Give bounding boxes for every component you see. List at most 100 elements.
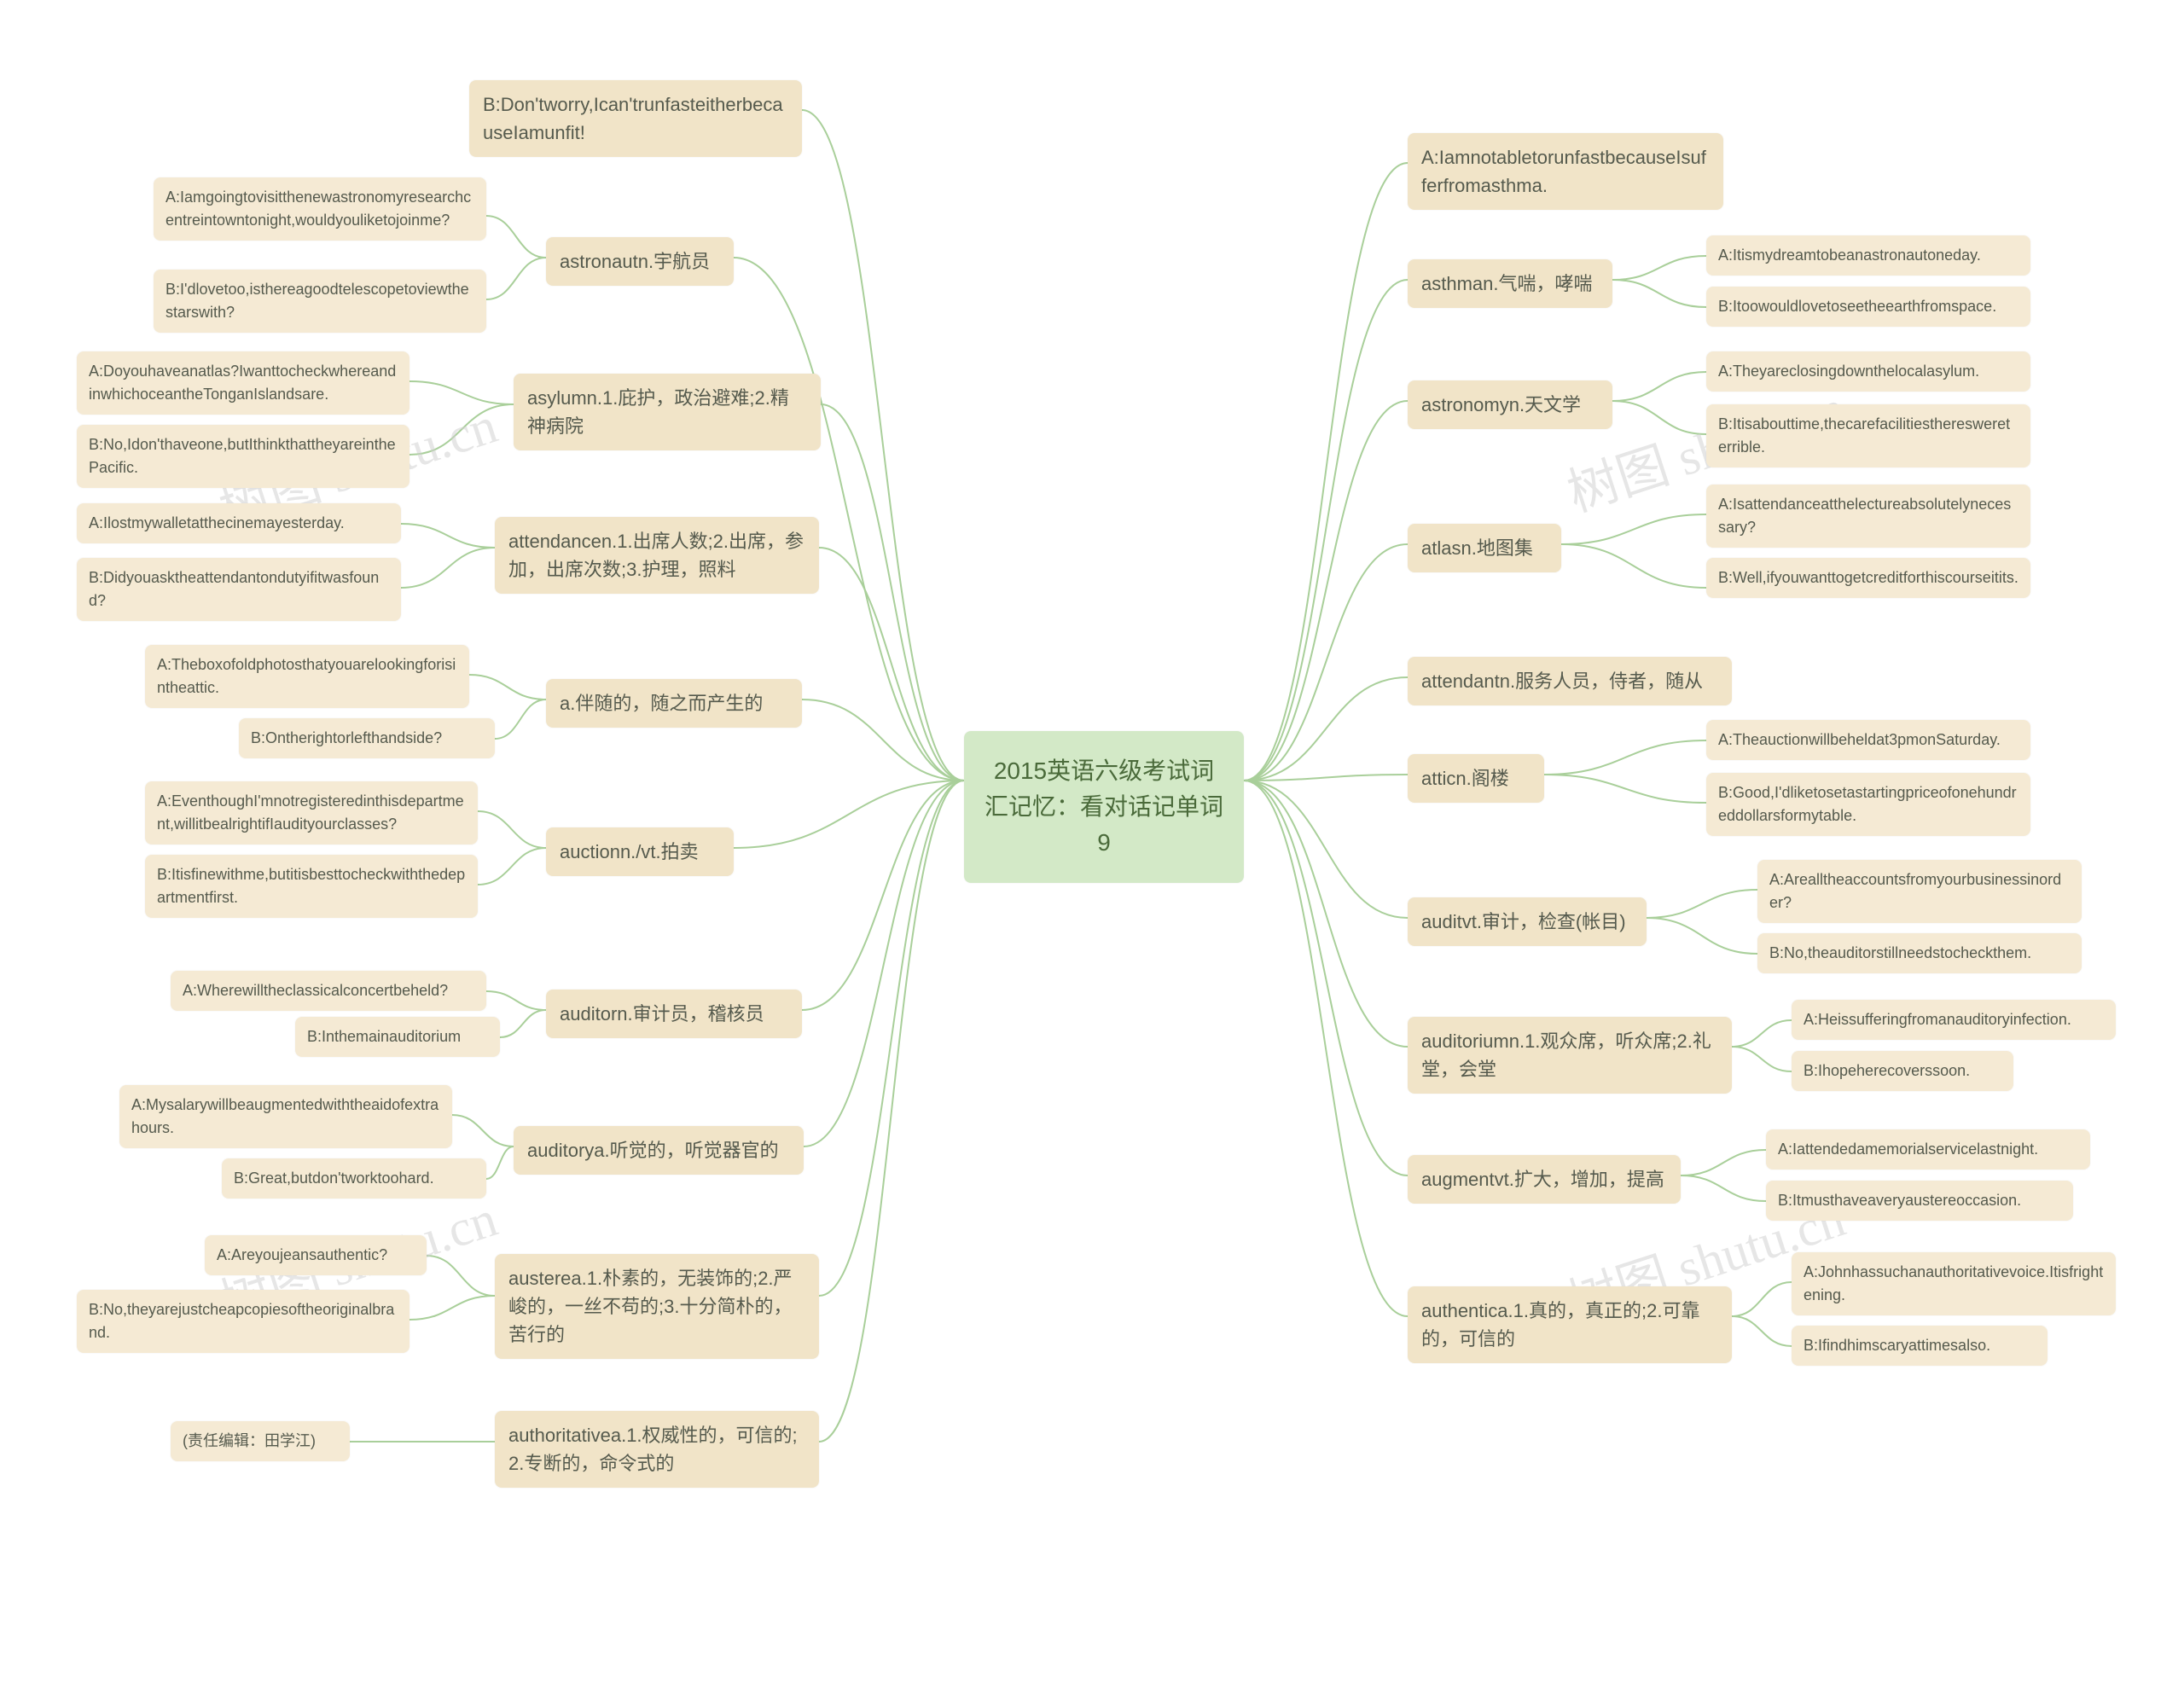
edge <box>1612 280 1706 307</box>
edge <box>1732 1020 1792 1047</box>
leaf-node: A:Areyoujeansauthentic? <box>205 1235 427 1275</box>
edge <box>1244 781 1408 1175</box>
edge <box>410 1296 495 1320</box>
leaf-node: A:Johnhassuchanauthoritativevoice.Itisfr… <box>1792 1252 2116 1315</box>
branch-node: astronautn.宇航员 <box>546 237 734 286</box>
edge <box>1732 1316 1792 1346</box>
leaf-node: B:Itisabouttime,thecarefacilitiestheresw… <box>1706 404 2030 467</box>
leaf-node: A:Isattendanceatthelectureabsolutelynece… <box>1706 485 2030 548</box>
edge <box>1544 740 1706 775</box>
edge <box>1244 163 1408 781</box>
leaf-node: B:I'dlovetoo,isthereagoodtelescopetoview… <box>154 270 486 333</box>
edge <box>819 781 964 1296</box>
branch-node: a.伴随的，随之而产生的 <box>546 679 802 728</box>
leaf-node: B:Ifindhimscaryattimesalso. <box>1792 1326 2048 1366</box>
edge <box>802 699 964 781</box>
leaf-node: B:No,theauditorstillneedstocheckthem. <box>1757 933 2082 973</box>
leaf-node: A:Iattendedamemorialservicelastnight. <box>1766 1129 2090 1170</box>
edge <box>410 404 514 455</box>
branch-node: attendancen.1.出席人数;2.出席，参加，出席次数;3.护理，照料 <box>495 517 819 594</box>
leaf-node: A:Arealltheaccountsfromyourbusinessinord… <box>1757 860 2082 923</box>
edge <box>819 781 964 1442</box>
leaf-node: A:Doyouhaveanatlas?Iwanttocheckwhereandi… <box>77 351 410 415</box>
edge <box>1244 544 1408 781</box>
edge <box>802 781 964 1010</box>
branch-node: austerea.1.朴素的，无装饰的;2.严峻的，一丝不苟的;3.十分简朴的，… <box>495 1254 819 1359</box>
leaf-node: B:Good,I'dliketosetastartingpriceofonehu… <box>1706 773 2030 836</box>
leaf-node: A:Mysalarywillbeaugmentedwiththeaidofext… <box>119 1085 452 1148</box>
edge <box>1544 775 1706 803</box>
branch-node: auctionn./vt.拍卖 <box>546 827 734 876</box>
edge <box>401 548 495 588</box>
edge <box>401 524 495 548</box>
edge <box>452 1115 514 1146</box>
branch-node: A:IamnotabletorunfastbecauseIsufferfroma… <box>1408 133 1723 210</box>
edge <box>1732 1047 1792 1071</box>
leaf-node: A:Heissufferingfromanauditoryinfection. <box>1792 1000 2116 1040</box>
branch-node: atticn.阁楼 <box>1408 754 1544 803</box>
edge <box>1244 401 1408 781</box>
branch-node: authentica.1.真的，真正的;2.可靠的，可信的 <box>1408 1286 1732 1363</box>
branch-node: authoritativea.1.权威性的，可信的;2.专断的，命令式的 <box>495 1411 819 1488</box>
edge <box>1244 677 1408 781</box>
leaf-node: B:No,theyarejustcheapcopiesoftheoriginal… <box>77 1290 410 1353</box>
edge <box>486 258 546 299</box>
branch-node: asthman.气喘，哮喘 <box>1408 259 1612 308</box>
mindmap-canvas: 树图 shutu.cn树图 shutu.cn树图 shutu.cn树图 shut… <box>0 0 2184 1695</box>
edge <box>821 404 964 781</box>
branch-node: auditorn.审计员，稽核员 <box>546 990 802 1038</box>
leaf-node: A:Theauctionwillbeheldat3pmonSaturday. <box>1706 720 2030 760</box>
leaf-node: A:Ilostmywalletatthecinemayesterday. <box>77 503 401 543</box>
leaf-node: B:Itoowouldlovetoseetheearthfromspace. <box>1706 287 2030 327</box>
root-node: 2015英语六级考试词汇记忆：看对话记单词9 <box>964 731 1244 883</box>
edge <box>478 848 546 885</box>
edge <box>1647 918 1757 954</box>
branch-node: asylumn.1.庇护，政治避难;2.精神病院 <box>514 374 821 450</box>
edge <box>734 781 964 848</box>
leaf-node: A:Itismydreamtobeanastronautoneday. <box>1706 235 2030 276</box>
edge <box>1681 1175 1766 1201</box>
edge <box>1561 514 1706 544</box>
edge <box>1647 890 1757 918</box>
leaf-node: B:Great,butdon'tworktoohard. <box>222 1158 486 1199</box>
edge <box>486 991 546 1010</box>
branch-node: astronomyn.天文学 <box>1408 380 1612 429</box>
edge <box>1244 781 1408 1316</box>
edge <box>1681 1150 1766 1175</box>
edge <box>478 811 546 848</box>
branch-node: auditoriumn.1.观众席，听众席;2.礼堂，会堂 <box>1408 1017 1732 1094</box>
leaf-node: B:Itmusthaveaveryaustereoccasion. <box>1766 1181 2073 1221</box>
edge <box>1244 781 1408 918</box>
leaf-node: A:EventhoughI'mnotregisteredinthisdepart… <box>145 781 478 845</box>
branch-node: auditvt.审计，检查(帐目) <box>1408 897 1647 946</box>
edge <box>486 1146 514 1179</box>
edge <box>500 1010 546 1037</box>
edge <box>427 1256 495 1296</box>
edge <box>495 699 546 739</box>
leaf-node: (责任编辑：田学江) <box>171 1421 350 1461</box>
edge <box>1612 372 1706 401</box>
edge <box>1612 401 1706 434</box>
branch-node: B:Don'tworry,Ican'trunfasteitherbecauseI… <box>469 80 802 157</box>
edge <box>486 216 546 258</box>
leaf-node: B:Itisfinewithme,butitisbesttocheckwitht… <box>145 855 478 918</box>
edge <box>1561 544 1706 588</box>
leaf-node: A:Theboxofoldphotosthatyouarelookingfori… <box>145 645 469 708</box>
leaf-node: B:Didyouasktheattendantondutyifitwasfoun… <box>77 558 401 621</box>
edge <box>819 548 964 781</box>
branch-node: atlasn.地图集 <box>1408 524 1561 572</box>
branch-node: attendantn.服务人员，侍者，随从 <box>1408 657 1732 705</box>
branch-node: augmentvt.扩大，增加，提高 <box>1408 1155 1681 1204</box>
edge <box>410 381 514 404</box>
leaf-node: B:Inthemainauditorium <box>295 1017 500 1057</box>
branch-node: auditorya.听觉的，听觉器官的 <box>514 1126 804 1175</box>
edge <box>1732 1282 1792 1316</box>
leaf-node: B:No,Idon'thaveone,butIthinkthattheyarei… <box>77 425 410 488</box>
leaf-node: B:Ontherightorlefthandside? <box>239 718 495 758</box>
leaf-node: B:Ihopeherecoverssoon. <box>1792 1051 2013 1091</box>
leaf-node: A:Wherewilltheclassicalconcertbeheld? <box>171 971 486 1011</box>
leaf-node: A:Iamgoingtovisitthenewastronomyresearch… <box>154 177 486 241</box>
edge <box>1244 280 1408 781</box>
edge <box>1612 256 1706 280</box>
edge <box>802 110 964 781</box>
